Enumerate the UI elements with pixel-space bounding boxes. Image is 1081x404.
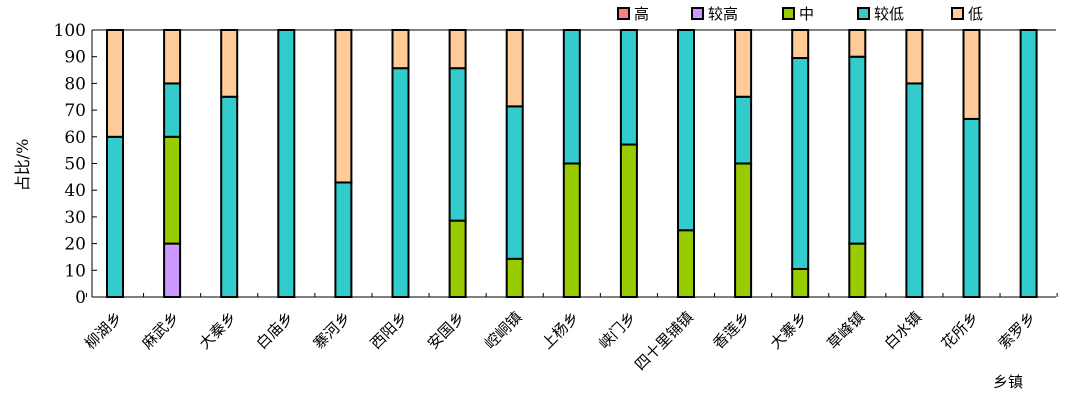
bar-segment: [448, 29, 467, 70]
legend-label: 低: [968, 5, 983, 23]
bar-segment: [905, 29, 924, 85]
x-tick-label: 崆峒镇: [481, 308, 526, 353]
bar-segment: [220, 29, 239, 98]
bar-segment: [677, 229, 695, 298]
x-tick-label: 峡门乡: [595, 308, 640, 353]
bar-segment: [619, 143, 638, 298]
legend-label: 较高: [708, 5, 738, 23]
x-tick-label: 大秦乡: [195, 308, 240, 353]
bar-segment: [163, 29, 182, 85]
bar-segment: [505, 29, 524, 108]
bars: [106, 29, 1038, 299]
y-tick-label: 100: [54, 21, 86, 41]
bar-segment: [106, 135, 124, 298]
bar-segment: [448, 219, 467, 298]
y-tick-label: 50: [64, 155, 86, 175]
bar-segment: [163, 82, 182, 138]
bar-segment: [905, 82, 924, 299]
bar-segment: [1019, 29, 1038, 298]
legend-item: 较高: [691, 5, 738, 23]
legend-item: 高: [617, 5, 649, 23]
bar-segment: [848, 55, 867, 245]
y-axis-label: 占比/%: [13, 139, 32, 192]
x-tick-label: 白庙乡: [253, 308, 298, 353]
x-tick-label: 白水镇: [881, 308, 926, 353]
bar-segment: [962, 117, 981, 299]
bar-segment: [562, 162, 581, 298]
y-tick-label: 10: [64, 261, 86, 281]
bar-segment: [505, 257, 524, 298]
bar-segment: [334, 181, 353, 298]
y-tick-label: 30: [64, 208, 86, 228]
bar-segment: [619, 29, 638, 146]
bar-segment: [848, 242, 867, 299]
y-tick-label: 0: [75, 288, 86, 308]
y-tick-label: 40: [64, 181, 86, 201]
x-tick-label: 寨河乡: [310, 308, 355, 353]
x-tick-label: 柳湖乡: [81, 308, 126, 353]
legend-swatch: [617, 7, 630, 20]
bar-segment: [791, 57, 810, 270]
bar-segment: [848, 29, 867, 58]
y-tick-label: 20: [64, 235, 86, 255]
bar-segment: [277, 29, 296, 298]
legend-item: 中: [782, 5, 814, 23]
bar-segment: [734, 29, 753, 98]
x-tick-label: 麻武乡: [138, 308, 183, 353]
bar-segment: [448, 67, 467, 222]
y-tick-label: 80: [64, 74, 86, 94]
bar-segment: [505, 105, 524, 260]
bar-segment: [791, 29, 810, 60]
bar-segment: [677, 29, 695, 232]
bar-segment: [391, 29, 410, 70]
x-tick-label: 大寨乡: [766, 308, 811, 353]
bar-segment: [734, 95, 753, 165]
x-tick-label: 安国乡: [424, 308, 469, 353]
bar-segment: [220, 95, 239, 298]
x-axis-label: 乡镇: [993, 373, 1023, 391]
legend-swatch: [782, 7, 795, 20]
bar-segment: [163, 242, 182, 299]
legend-label: 高: [634, 5, 649, 23]
y-tick-label: 60: [64, 128, 86, 148]
x-tick-label: 索罗乡: [995, 308, 1040, 353]
x-tick-label: 香莲乡: [709, 308, 754, 353]
bar-segment: [734, 162, 753, 298]
x-tick-label: 花所乡: [938, 308, 983, 353]
bar-segment: [106, 29, 124, 138]
x-tick-label: 西阳乡: [367, 308, 412, 353]
y-tick-label: 90: [64, 48, 86, 68]
x-tick-label: 上杨乡: [538, 308, 583, 353]
bar-segment: [163, 135, 182, 245]
legend: 高 较高 中 较低 低: [617, 5, 983, 23]
legend-item: 低: [951, 5, 983, 23]
bar-segment: [791, 267, 810, 298]
bar-segment: [962, 29, 981, 120]
y-tick-label: 70: [64, 101, 86, 121]
x-tick-label: 四十里铺镇: [631, 308, 697, 374]
bar-segment: [334, 29, 353, 184]
legend-label: 中: [799, 5, 814, 23]
bar-segment: [562, 29, 581, 165]
bar-segment: [391, 67, 410, 298]
x-tick-label: 草峰镇: [824, 308, 869, 353]
legend-label: 较低: [874, 5, 904, 23]
legend-swatch: [951, 7, 964, 20]
legend-item: 较低: [857, 5, 904, 23]
legend-swatch: [691, 7, 704, 20]
legend-swatch: [857, 7, 870, 20]
